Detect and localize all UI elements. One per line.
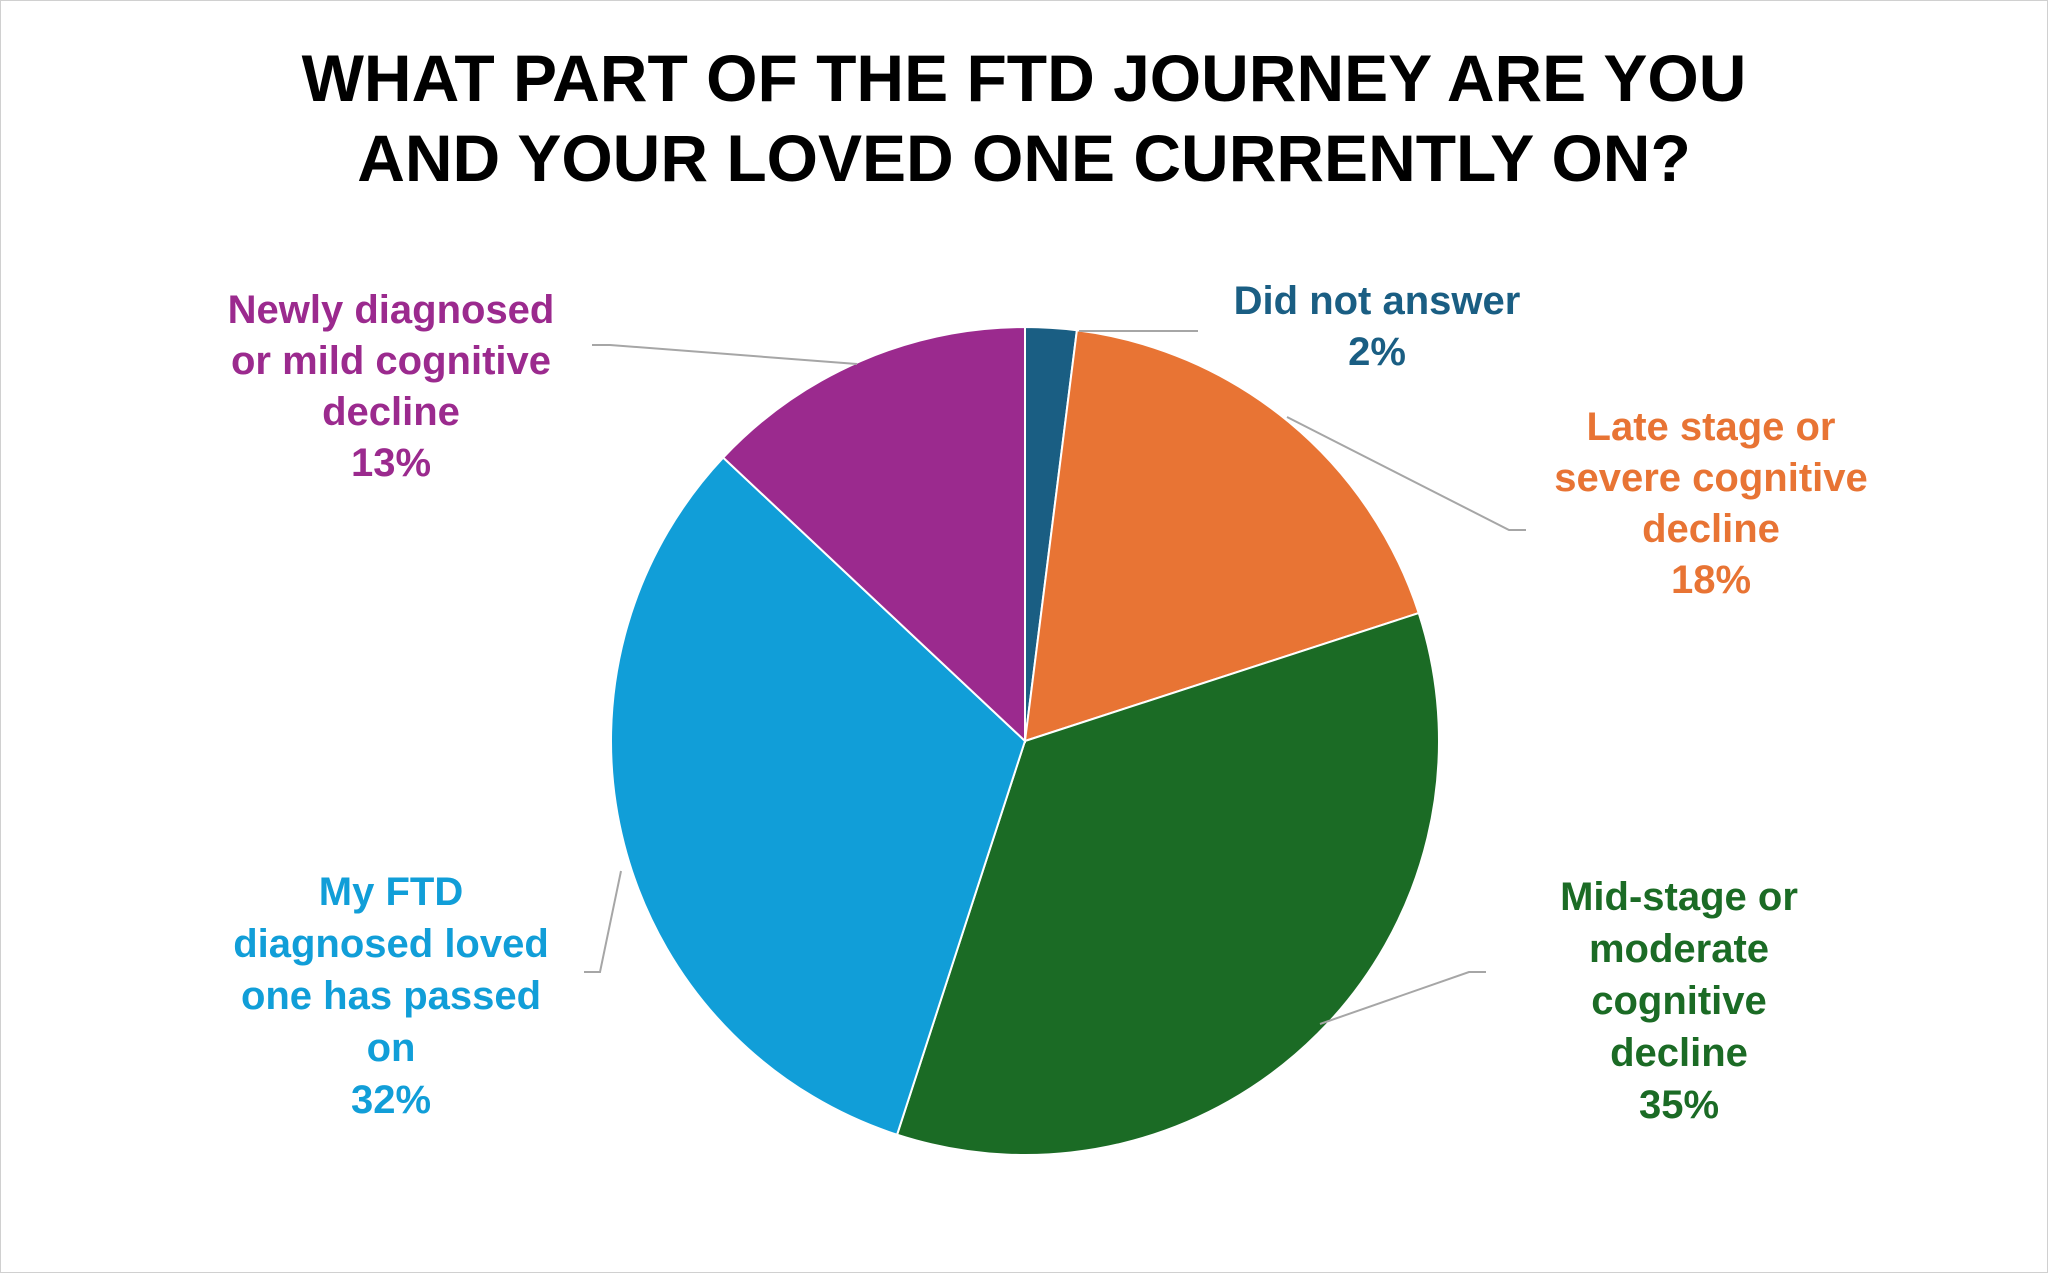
data-label-value: 13% xyxy=(351,441,431,485)
data-label-did-not-answer: Did not answer 2% xyxy=(1234,279,1521,374)
data-label-text: My FTD xyxy=(319,870,463,914)
data-label-value: 35% xyxy=(1639,1083,1719,1127)
data-label-text: moderate xyxy=(1589,927,1769,971)
data-label-mid-stage: Mid-stage or moderate cognitive decline 35% xyxy=(1560,875,1798,1127)
chart-title-line-1: WHAT PART OF THE FTD JOURNEY ARE YOU xyxy=(301,41,1747,115)
data-label-newly-diagnosed: Newly diagnosed or mild cognitive decline 1… xyxy=(228,288,555,485)
data-label-late-stage: Late stage or severe cognitive decline 18% xyxy=(1554,405,1868,602)
data-label-text: decline xyxy=(322,390,460,434)
data-label-value: 32% xyxy=(351,1078,431,1122)
data-label-text: or mild cognitive xyxy=(231,339,551,383)
data-label-text: Newly diagnosed xyxy=(228,288,555,332)
leader-line-passed-on xyxy=(584,870,622,973)
data-labels: Did not answer 2% Late stage or severe cogn… xyxy=(228,279,1868,1127)
pie-slice-late-stage xyxy=(1023,329,1421,743)
data-label-text: decline xyxy=(1610,1031,1748,1075)
leader-lines xyxy=(584,330,1526,1025)
data-label-text: Late stage or xyxy=(1587,405,1836,449)
data-label-value: 18% xyxy=(1671,558,1751,602)
pie-slice-newly-diagnosed xyxy=(721,325,1026,744)
data-label-text: on xyxy=(367,1026,416,1070)
pie-slice-passed-on xyxy=(610,456,1027,1137)
data-label-text: Mid-stage or xyxy=(1560,875,1798,919)
leader-line-newly-diagnosed xyxy=(592,344,858,365)
data-label-text: decline xyxy=(1642,507,1780,551)
data-label-text: cognitive xyxy=(1591,979,1767,1023)
pie-slice-mid-stage xyxy=(895,611,1440,1156)
data-label-text: diagnosed loved xyxy=(233,922,549,966)
pie-slices xyxy=(610,325,1440,1156)
data-label-value: 2% xyxy=(1348,330,1406,374)
leader-line-late-stage xyxy=(1286,416,1526,531)
chart-title: WHAT PART OF THE FTD JOURNEY ARE YOU AND… xyxy=(0,38,2048,198)
data-label-text: Did not answer xyxy=(1234,279,1521,323)
data-label-passed-on: My FTD diagnosed loved one has passed on 32% xyxy=(233,870,549,1122)
data-label-text: severe cognitive xyxy=(1554,456,1868,500)
chart-title-line-2: AND YOUR LOVED ONE CURRENTLY ON? xyxy=(357,121,1691,195)
leader-line-mid-stage xyxy=(1319,971,1486,1025)
data-label-text: one has passed xyxy=(241,974,541,1018)
